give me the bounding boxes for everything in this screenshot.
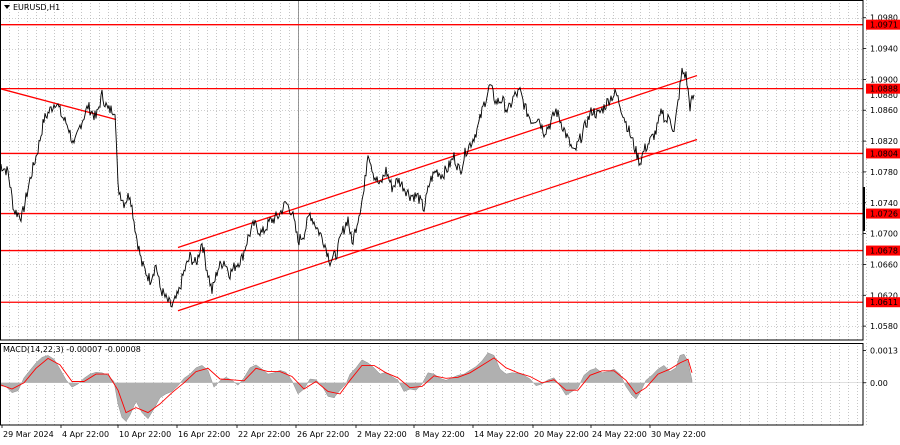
price-axis: 1.0980 1.0940 1.0900 1.0860 1.0820 1.0780 1.07…: [863, 14, 898, 331]
macd-histogram: [0, 352, 693, 422]
current-price-label-bg: [866, 89, 900, 100]
y-tick-label: 1.0740: [870, 199, 898, 208]
macd-axis: 0.0013 0.00: [863, 346, 898, 388]
y-tick-label: 1.0860: [870, 106, 898, 115]
x-tick-label: 24 May 22:00: [592, 430, 647, 439]
y-tick-label: 1.0660: [870, 260, 898, 269]
y-tick-label: 1.0900: [870, 75, 898, 84]
x-tick-label: 4 Apr 22:00: [62, 430, 109, 439]
level-label-bg: [866, 297, 900, 308]
level-label-bg: [866, 83, 900, 94]
macd-y-tick-label: 0.0013: [870, 346, 898, 355]
x-tick-label: 2 May 22:00: [357, 430, 407, 439]
level-labels: 1.0880 1.0971 1.0888 1.0804 1.0726 1.0678 1.06…: [866, 19, 900, 308]
trend-line: [177, 74, 698, 249]
price-series: [0, 67, 695, 308]
price-line: [0, 67, 695, 308]
y-tick-label: 1.0820: [870, 137, 898, 146]
chart-frame: [0, 0, 864, 426]
macd-plot-border: [0, 343, 864, 426]
x-tick-label: 29 Mar 2024: [3, 430, 54, 439]
y-tick-label: 1.0580: [870, 322, 898, 331]
x-tick-label: 14 May 22:00: [474, 430, 529, 439]
macd-panel: [0, 352, 863, 422]
chart-header: EURUSD,H1 MACD(14,22,3) -0.00007 -0.0000…: [3, 3, 141, 354]
level-label: 1.0888: [870, 85, 898, 94]
current-price-label: 1.0880: [870, 91, 898, 100]
level-label: 1.0726: [870, 210, 898, 219]
x-tick-label: 16 Apr 22:00: [178, 430, 230, 439]
y-tick-label: 1.0780: [870, 168, 898, 177]
horizontal-levels: [0, 24, 863, 303]
y-tick-label: 1.0940: [870, 45, 898, 54]
x-tick-label: 30 May 22:00: [651, 430, 706, 439]
current-bar-marker: [863, 187, 865, 231]
macd-indicator-label: MACD(14,22,3) -0.00007 -0.00008: [3, 345, 141, 354]
trend-line: [177, 138, 698, 312]
level-label: 1.0611: [870, 298, 898, 307]
level-label-bg: [866, 19, 900, 30]
chart-menu-triangle-icon[interactable]: [4, 5, 10, 9]
y-tick-label: 1.0980: [870, 14, 898, 23]
x-tick-label: 8 May 22:00: [415, 430, 465, 439]
level-label-bg: [866, 245, 900, 256]
level-label-bg: [866, 148, 900, 159]
y-tick-label: 1.0620: [870, 291, 898, 300]
level-label-bg: [866, 208, 900, 219]
y-tick-label: 1.0700: [870, 230, 898, 239]
time-axis: 29 Mar 2024 4 Apr 22:00 10 Apr 22:00 16 Apr…: [1, 425, 706, 439]
chart-title: EURUSD,H1: [13, 3, 60, 12]
main-plot-border: [0, 0, 864, 341]
macd-y-tick-label: 0.00: [870, 379, 888, 388]
x-tick-label: 20 May 22:00: [534, 430, 589, 439]
level-label: 1.0971: [870, 21, 898, 30]
macd-signal-line: [0, 357, 693, 414]
level-label: 1.0678: [870, 247, 898, 256]
x-tick-label: 10 Apr 22:00: [119, 430, 171, 439]
x-tick-label: 26 Apr 22:00: [297, 430, 349, 439]
x-tick-label: 22 Apr 22:00: [238, 430, 290, 439]
grid: [0, 0, 867, 425]
level-label: 1.0804: [870, 149, 898, 158]
